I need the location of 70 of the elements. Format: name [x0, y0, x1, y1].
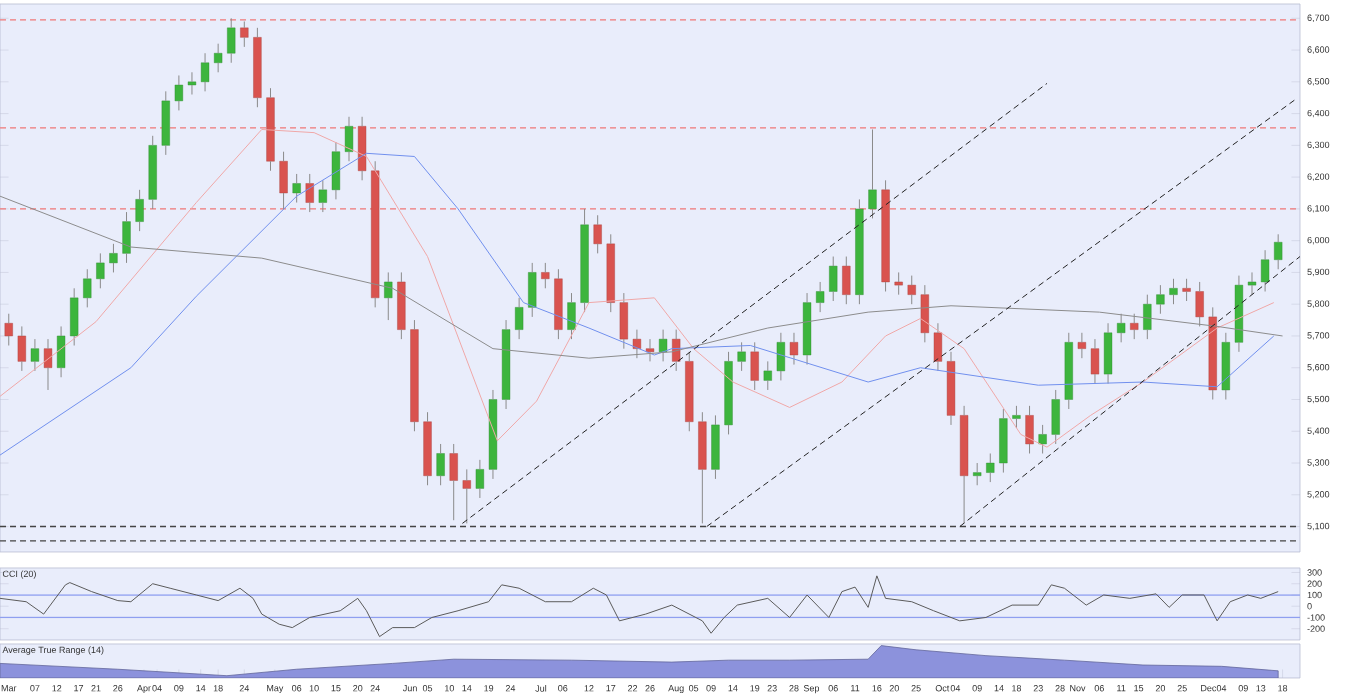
candlestick — [1117, 313, 1126, 343]
candlestick — [842, 256, 851, 305]
candlestick — [855, 198, 864, 305]
candlestick — [318, 179, 327, 213]
candlestick — [240, 20, 249, 48]
candlestick — [1221, 332, 1230, 400]
candlestick — [829, 256, 838, 302]
candlestick — [593, 214, 602, 254]
candlestick — [1169, 278, 1178, 305]
candlestick — [541, 262, 550, 289]
candlestick — [436, 443, 445, 486]
candlestick — [161, 90, 170, 156]
candlestick — [698, 411, 707, 524]
candlestick — [253, 27, 262, 108]
candlestick — [724, 351, 733, 435]
candlestick — [763, 360, 772, 391]
candlestick — [881, 179, 890, 292]
candlestick — [973, 462, 982, 486]
candlestick — [789, 332, 799, 366]
candlestick — [750, 341, 759, 391]
candlestick — [227, 17, 236, 64]
candlestick — [986, 453, 995, 483]
candlestick — [1025, 405, 1034, 454]
candlestick — [999, 408, 1008, 474]
candlestick — [83, 268, 92, 308]
candlestick — [266, 87, 275, 172]
candlestick — [56, 325, 66, 378]
candlestick — [475, 459, 485, 499]
candlestick — [816, 281, 825, 313]
candlestick — [1090, 338, 1100, 385]
candlestick — [894, 271, 903, 296]
candlestick — [737, 341, 746, 372]
candlestick — [292, 173, 301, 204]
candlestick — [462, 468, 471, 524]
candlestick — [776, 332, 785, 381]
candlestick — [384, 271, 393, 321]
candlestick — [1156, 284, 1165, 315]
candlestick — [30, 338, 40, 372]
candlestick — [606, 233, 615, 313]
candlestick — [1260, 249, 1270, 292]
candlestick — [449, 443, 458, 521]
candlestick — [357, 116, 367, 181]
candlestick — [515, 297, 524, 340]
candlestick — [135, 189, 144, 232]
candlestick — [214, 43, 223, 73]
candlestick — [305, 173, 314, 213]
candlestick — [279, 151, 288, 210]
candlestick — [423, 411, 432, 486]
candlestick — [122, 211, 131, 264]
candlestick — [148, 135, 157, 210]
candlestick — [711, 414, 720, 480]
candlestick — [554, 268, 563, 340]
candlestick — [528, 262, 537, 318]
candlestick — [4, 313, 13, 346]
candlestick — [920, 284, 929, 343]
candlestick — [174, 74, 183, 111]
candlestick — [397, 271, 406, 340]
candlestick — [1143, 294, 1152, 340]
candlestick — [1077, 332, 1087, 359]
candlestick — [17, 325, 26, 372]
candlestick — [907, 275, 916, 305]
candlestick — [1182, 278, 1191, 302]
candlestick — [1274, 233, 1283, 270]
candlestick — [109, 243, 118, 273]
candlestick — [1064, 332, 1073, 410]
candlestick — [43, 338, 53, 391]
candlestick — [96, 252, 105, 289]
candlestick — [1103, 322, 1113, 385]
candlestick — [959, 405, 969, 524]
candlestick — [410, 319, 419, 432]
